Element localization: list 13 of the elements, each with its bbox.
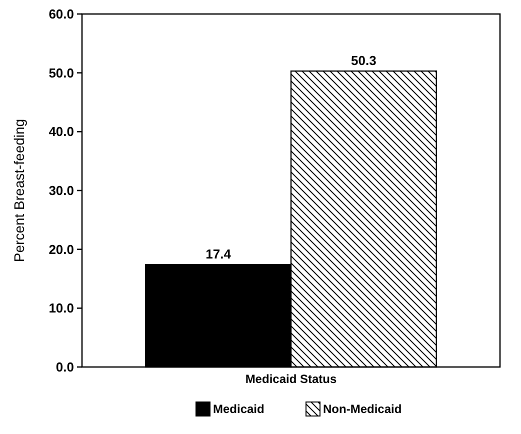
y-tick-label: 50.0 [48,65,74,80]
y-tick-label: 40.0 [48,124,74,140]
x-axis-title: Medicaid Status [245,372,337,386]
y-tick-label: 30.0 [48,183,74,198]
legend-label: Medicaid [213,402,264,416]
y-tick-label: 20.0 [48,242,74,257]
y-tick-label: 0.0 [56,360,74,375]
legend-label: Non-Medicaid [323,402,402,416]
data-label: 17.4 [206,246,232,262]
y-tick-label: 60.0 [48,6,74,22]
y-axis-title: Percent Breast-feeding [11,118,27,262]
y-tick-label: 10.0 [48,300,74,316]
data-label: 50.3 [351,53,376,68]
